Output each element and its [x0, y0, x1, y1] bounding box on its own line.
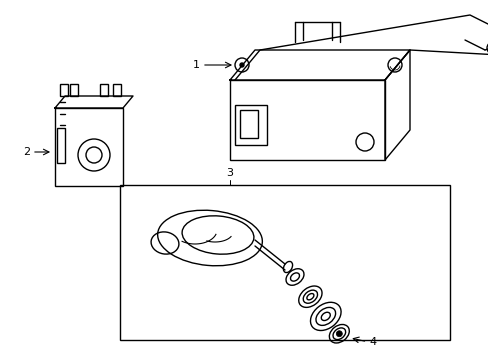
- Circle shape: [240, 63, 244, 67]
- Circle shape: [336, 331, 342, 337]
- Text: 2: 2: [23, 147, 30, 157]
- Text: 4: 4: [368, 337, 376, 347]
- Bar: [120, 185, 449, 340]
- Bar: [60, 84, 68, 96]
- Bar: [113, 84, 121, 96]
- Text: 3: 3: [226, 168, 233, 178]
- Bar: [100, 84, 108, 96]
- Bar: [57, 128, 65, 163]
- Bar: [55, 108, 123, 186]
- Bar: [70, 84, 78, 96]
- Text: 1: 1: [193, 60, 200, 70]
- Bar: [235, 105, 266, 145]
- Bar: [229, 80, 384, 160]
- Bar: [240, 110, 258, 138]
